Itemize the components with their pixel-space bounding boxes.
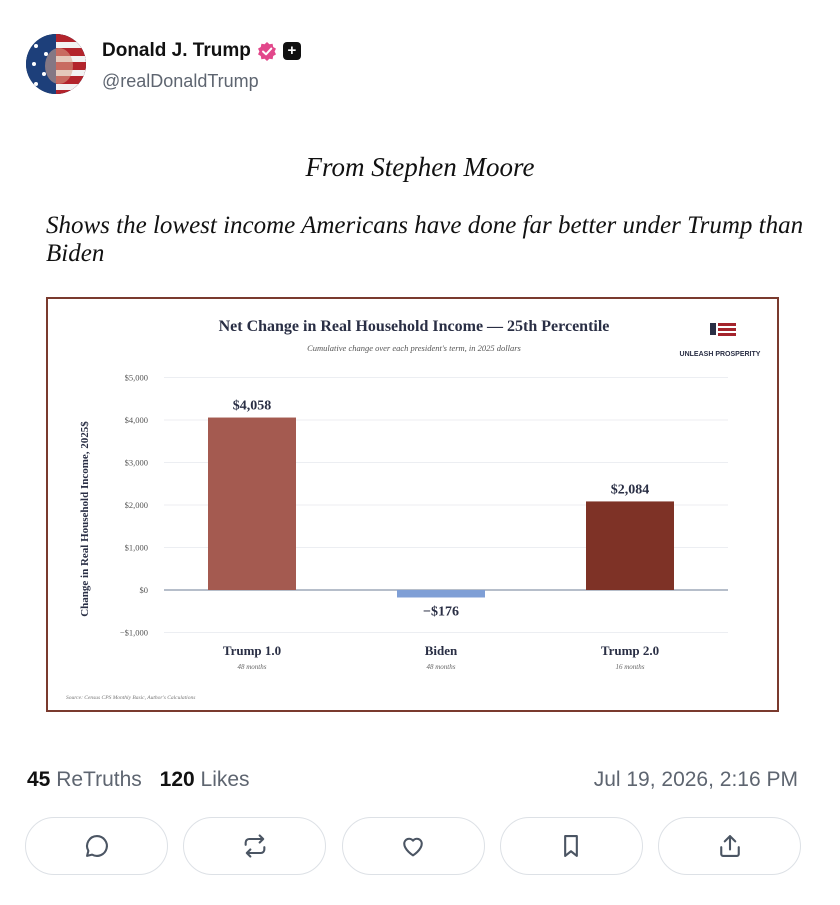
post-text-line1: From Stephen Moore: [305, 152, 535, 182]
y-tick-label: $1,000: [125, 543, 148, 553]
bar-trump-2-0: [586, 501, 674, 590]
y-tick-label: −$1,000: [120, 628, 148, 638]
y-tick-label: $5,000: [125, 373, 148, 383]
bookmark-icon: [564, 835, 579, 857]
x-category-label: Biden: [425, 643, 458, 658]
retruth-icon: [244, 834, 266, 858]
heart-icon: [403, 837, 423, 857]
bar-biden: [397, 590, 485, 598]
chart-subtitle: Cumulative change over each president's …: [307, 343, 521, 353]
engagement-stats: 45 ReTruths 120 Likes: [27, 768, 250, 792]
action-bar: [25, 817, 801, 877]
chart-image[interactable]: Net Change in Real Household Income — 25…: [46, 297, 779, 712]
reply-icon: [85, 835, 108, 857]
like-button[interactable]: [341, 817, 485, 875]
chart-title: Net Change in Real Household Income — 25…: [219, 318, 610, 335]
reply-button[interactable]: [25, 817, 168, 875]
chart-svg: Net Change in Real Household Income — 25…: [66, 318, 761, 701]
x-category-label: Trump 2.0: [601, 643, 659, 658]
name-row: Donald J. Trump +: [102, 40, 301, 62]
post-text-line2: Shows the lowest income Americans have d…: [46, 212, 804, 267]
verified-badge-icon: [257, 42, 276, 61]
likes-count[interactable]: 120: [159, 768, 195, 791]
avatar-image: [26, 34, 86, 94]
display-name[interactable]: Donald J. Trump: [102, 40, 251, 61]
avatar[interactable]: [26, 34, 86, 94]
data-label: $4,058: [233, 399, 272, 414]
y-tick-label: $3,000: [125, 458, 148, 468]
data-label: $2,084: [611, 482, 650, 497]
bookmark-button[interactable]: [499, 817, 643, 875]
chart-source: Source: Census CPS Monthly Basic, Author…: [66, 695, 195, 701]
likes-label[interactable]: Likes: [200, 768, 250, 791]
x-category-sublabel: 48 months: [427, 663, 456, 671]
data-label: −$176: [423, 604, 459, 619]
share-icon: [719, 835, 740, 857]
x-category-label: Trump 1.0: [223, 643, 281, 658]
x-category-sublabel: 16 months: [616, 663, 645, 671]
retruths-label[interactable]: ReTruths: [56, 768, 142, 791]
y-tick-label: $0: [140, 585, 149, 595]
y-tick-label: $4,000: [125, 415, 148, 425]
plus-badge-icon: +: [282, 42, 301, 60]
y-tick-label: $2,000: [125, 500, 148, 510]
retruths-count[interactable]: 45: [27, 768, 51, 791]
y-axis-label: Change in Real Household Income, 2025$: [79, 421, 91, 617]
svg-text:UNLEASH PROSPERITY: UNLEASH PROSPERITY: [680, 351, 761, 358]
timestamp[interactable]: Jul 19, 2026, 2:16 PM: [593, 768, 798, 791]
bar-trump-1-0: [208, 417, 296, 590]
handle[interactable]: @realDonaldTrump: [102, 71, 259, 91]
share-button[interactable]: [658, 817, 801, 875]
unleash-prosperity-logo: UNLEASH PROSPERITY: [680, 323, 761, 358]
retruth-button[interactable]: [183, 817, 327, 875]
x-category-sublabel: 48 months: [238, 663, 267, 671]
